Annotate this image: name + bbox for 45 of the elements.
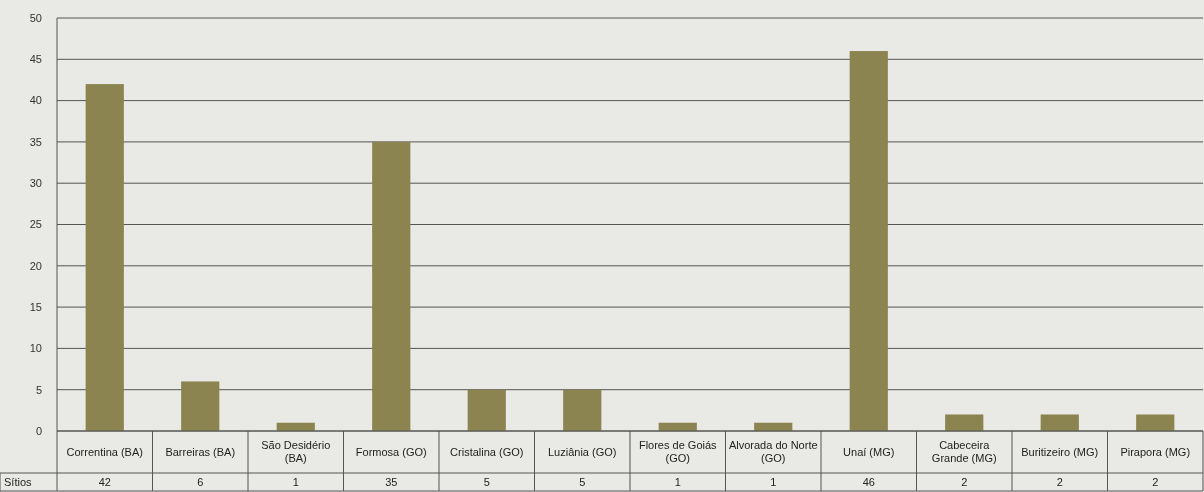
x-tick-label: Cristalina (GO) bbox=[450, 445, 524, 458]
x-tick-label: Cabeceira Grande (MG) bbox=[931, 439, 997, 465]
data-label: 2 bbox=[1056, 475, 1063, 488]
bar bbox=[1136, 414, 1175, 431]
y-tick-label: 10 bbox=[29, 342, 42, 355]
bar bbox=[563, 389, 602, 431]
x-tick-label: Alvorada do Norte (GO) bbox=[728, 439, 818, 465]
x-tick-label: Correntina (BA) bbox=[66, 445, 143, 458]
data-label: 2 bbox=[1152, 475, 1159, 488]
bar bbox=[85, 84, 124, 431]
y-tick-label: 30 bbox=[29, 177, 42, 190]
data-label: 2 bbox=[961, 475, 968, 488]
x-tick-label: Luziânia (GO) bbox=[548, 445, 617, 458]
bar bbox=[849, 51, 888, 431]
y-tick-label: 15 bbox=[29, 300, 42, 313]
x-tick-label: Buritizeiro (MG) bbox=[1021, 445, 1099, 458]
y-tick-label: 20 bbox=[29, 259, 42, 272]
data-label: 6 bbox=[197, 475, 204, 488]
text: Sítios bbox=[4, 475, 33, 488]
y-tick-label: 45 bbox=[29, 53, 42, 66]
bar bbox=[372, 141, 411, 431]
y-tick-label: 5 bbox=[35, 383, 42, 396]
y-tick-label: 40 bbox=[29, 94, 42, 107]
bar bbox=[467, 389, 506, 431]
bar bbox=[945, 414, 984, 431]
x-tick-label: São Desidério (BA) bbox=[261, 439, 331, 465]
data-label: 35 bbox=[385, 475, 398, 488]
data-label: 1 bbox=[770, 475, 777, 488]
x-tick-label: Barreiras (BA) bbox=[165, 445, 236, 458]
data-label: 5 bbox=[579, 475, 586, 488]
data-label: 1 bbox=[674, 475, 681, 488]
x-tick-label: Unaí (MG) bbox=[843, 445, 895, 458]
x-tick-label: Pirapora (MG) bbox=[1120, 445, 1191, 458]
data-label: 42 bbox=[98, 475, 111, 488]
y-tick-label: 0 bbox=[35, 424, 42, 437]
y-tick-label: 50 bbox=[29, 11, 42, 24]
x-tick-label: Flores de Goiás (GO) bbox=[638, 439, 718, 465]
data-label: 5 bbox=[483, 475, 490, 488]
bar bbox=[181, 381, 220, 431]
y-tick-label: 25 bbox=[29, 218, 42, 231]
bar bbox=[1040, 414, 1079, 431]
x-tick-label: Formosa (GO) bbox=[355, 445, 427, 458]
y-tick-label: 35 bbox=[29, 135, 42, 148]
data-label: 1 bbox=[292, 475, 299, 488]
data-label: 46 bbox=[862, 475, 875, 488]
